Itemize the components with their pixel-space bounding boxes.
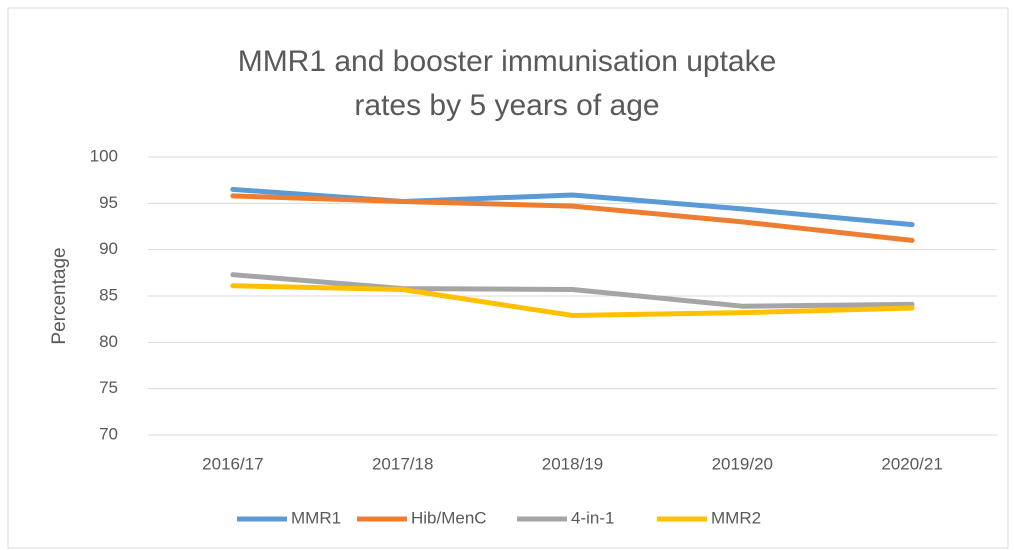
line-series — [230, 283, 915, 318]
y-tick-label: 85 — [99, 285, 118, 304]
y-tick-label: 75 — [99, 378, 118, 397]
chart-border — [7, 7, 1009, 549]
legend-label: MMR2 — [711, 508, 761, 527]
y-tick-label: 100 — [90, 146, 118, 165]
x-tick-label: 2020/21 — [881, 454, 942, 473]
y-tick-label: 70 — [99, 424, 118, 443]
chart-title: MMR1 and booster immunisation uptake rat… — [237, 45, 777, 122]
y-tick-label: 95 — [99, 193, 118, 212]
legend-label: 4-in-1 — [571, 508, 614, 527]
line-series — [230, 272, 915, 309]
legend-label: MMR1 — [291, 508, 341, 527]
x-tick-label: 2016/17 — [202, 454, 263, 473]
y-tick-label: 80 — [99, 332, 118, 351]
line-series — [230, 193, 915, 243]
y-axis-label: Percentage — [49, 247, 70, 344]
x-tick-label: 2017/18 — [372, 454, 433, 473]
legend-label: Hib/MenC — [411, 508, 487, 527]
x-tick-label: 2019/20 — [712, 454, 773, 473]
x-tick-label: 2018/19 — [542, 454, 603, 473]
y-tick-label: 90 — [99, 239, 118, 258]
